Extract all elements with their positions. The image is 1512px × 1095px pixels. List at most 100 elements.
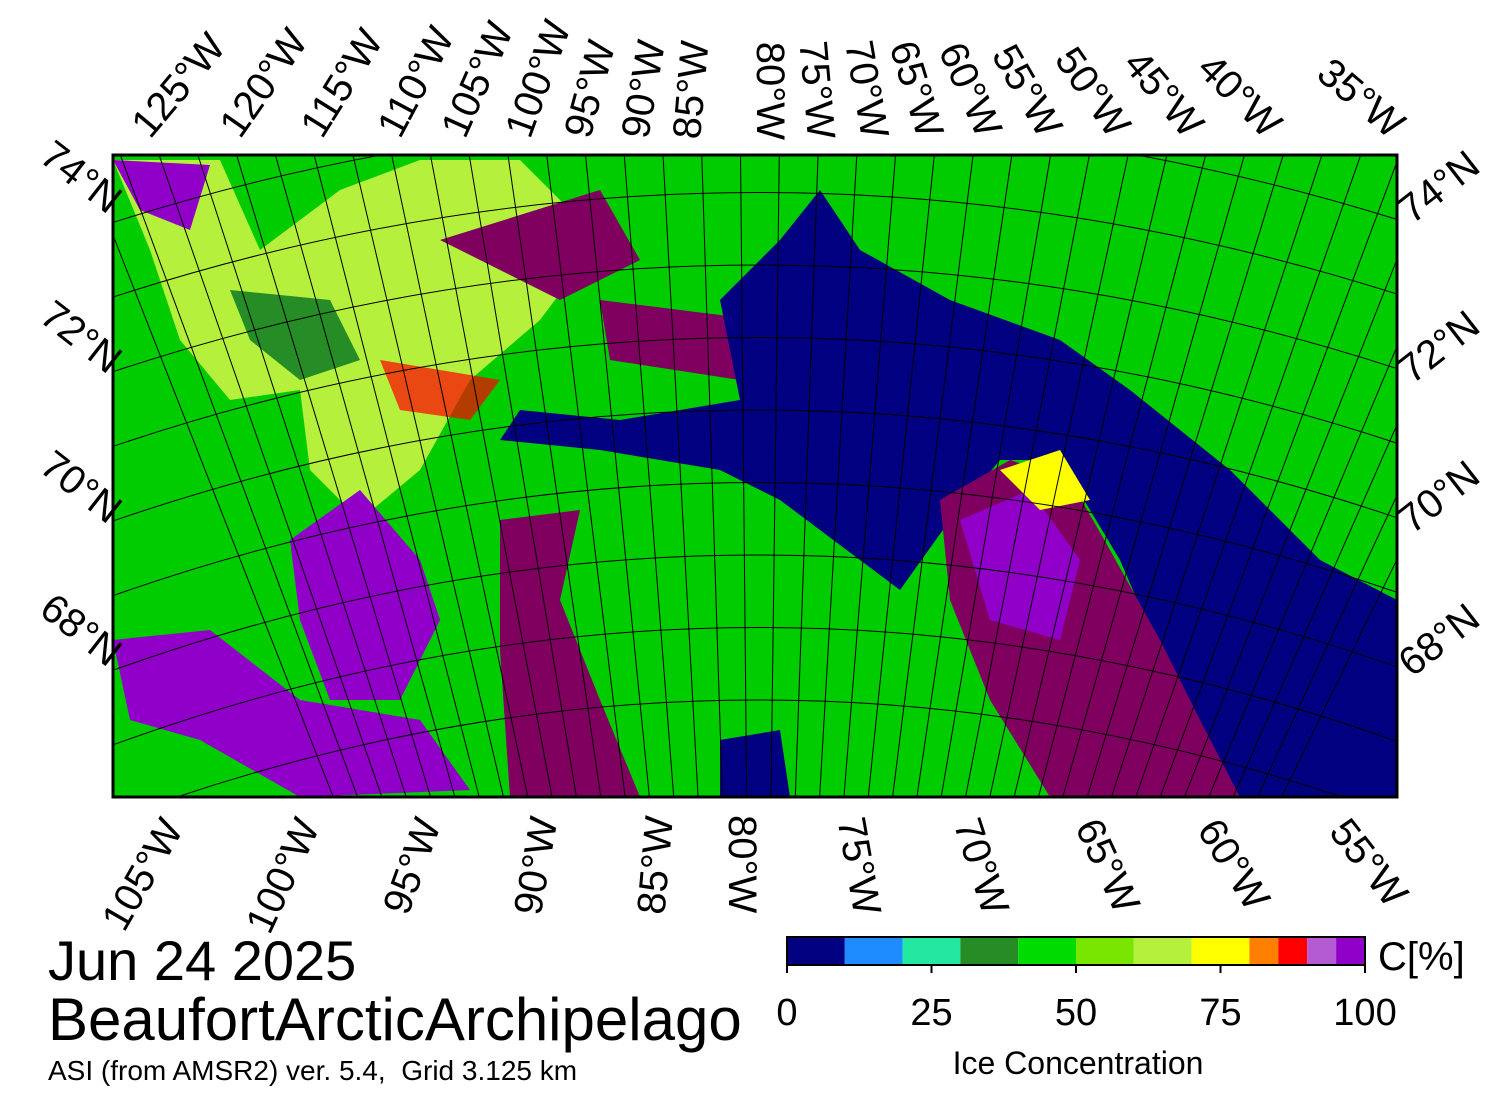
ice-region (380, 360, 500, 420)
colorbar-label: Ice Concentration (953, 1045, 1204, 1081)
meridian (1062, 155, 1245, 797)
meridian (352, 155, 505, 797)
colorbar-segment (1336, 937, 1365, 965)
meridian (429, 155, 553, 797)
bottom-longitude-label: 80°W (720, 815, 764, 913)
right-latitude-label: 72°N (1390, 302, 1488, 392)
meridian (1183, 257, 1397, 797)
parallel (113, 554, 1397, 671)
parallel (175, 699, 1344, 797)
meridian (1013, 155, 1168, 797)
meridian (1208, 345, 1397, 797)
open-water (720, 730, 790, 797)
meridian (843, 155, 897, 797)
meridian (236, 155, 432, 797)
right-latitude-label: 68°N (1390, 595, 1488, 685)
meridian (940, 155, 1052, 797)
open-water (500, 190, 1397, 797)
bottom-longitude-label: 100°W (238, 812, 329, 940)
top-longitude-label: 75°W (790, 39, 842, 141)
meridian (584, 155, 650, 797)
graticule (113, 155, 1397, 797)
colorbar-segment (1249, 937, 1279, 965)
meridian (197, 155, 407, 797)
meridian (867, 155, 935, 797)
parallel (113, 337, 1397, 447)
meridian (1232, 423, 1397, 797)
colorbar-segment (960, 937, 1019, 965)
meridian (892, 155, 974, 797)
meridian (1037, 155, 1207, 797)
bottom-longitude-label: 60°W (1189, 811, 1279, 918)
top-longitude-label: 85°W (665, 39, 717, 141)
bottom-longitude-label: 55°W (1321, 811, 1416, 916)
map-frame (111, 153, 1399, 799)
meridian (507, 155, 602, 797)
parallel (113, 264, 1397, 373)
meridian (1159, 160, 1397, 797)
meridian (1281, 558, 1397, 797)
colorbar-segment (1278, 937, 1308, 965)
region-name: BeaufortArcticArchipelago (48, 986, 742, 1053)
map-area (113, 155, 1397, 797)
ice-region (113, 160, 210, 230)
meridian (1135, 155, 1362, 797)
parallel (113, 155, 1397, 224)
colorbar: 0 25 50 75 100 (776, 936, 1397, 1034)
meridian (158, 155, 383, 797)
ice-region (500, 510, 640, 797)
meridian (965, 155, 1090, 797)
colorbar-segment (1307, 937, 1337, 965)
meridian (623, 155, 675, 797)
colorbar-segment (1191, 937, 1250, 965)
meridian (740, 155, 748, 797)
meridian (1086, 155, 1284, 797)
bottom-longitude-label: 105°W (94, 811, 192, 938)
colorbar-segment (1133, 937, 1192, 965)
right-latitude-label: 70°N (1390, 452, 1488, 542)
colorbar-tick-label: 75 (1199, 992, 1241, 1034)
right-latitude-label: 74°N (1390, 142, 1488, 232)
meridian (113, 233, 334, 797)
meridian (989, 155, 1129, 797)
bottom-longitude-label: 65°W (1066, 812, 1148, 920)
ice-region (290, 490, 440, 700)
top-longitude-label: 45°W (1115, 42, 1212, 146)
meridian (313, 155, 480, 797)
colorbar-tick-label: 25 (910, 992, 952, 1034)
meridian (546, 155, 626, 797)
ice-region (960, 490, 1080, 640)
meridian (119, 155, 359, 797)
parallel (113, 409, 1397, 522)
meridian (770, 155, 780, 797)
top-longitude-label: 35°W (1309, 50, 1413, 147)
meridian (794, 155, 819, 797)
parallel (113, 627, 1397, 746)
ice-region (113, 630, 470, 797)
top-longitude-label: 80°W (748, 42, 792, 140)
top-longitude-label: 50°W (1046, 39, 1139, 145)
meridian (468, 155, 577, 797)
colorbar-tick-label: 50 (1055, 992, 1097, 1034)
meridian (701, 155, 723, 797)
top-longitude-label: 125°W (123, 25, 234, 146)
colorbar-tick-label: 100 (1333, 992, 1396, 1034)
meridian (662, 155, 699, 797)
subtitle: ASI (from AMSR2) ver. 5.4, Grid 3.125 km (48, 1055, 577, 1086)
bottom-longitude-label: 70°W (945, 813, 1017, 920)
colorbar-tick-label: 0 (776, 992, 797, 1034)
parallel (113, 192, 1397, 298)
meridian (391, 155, 529, 797)
meridian (1110, 155, 1323, 797)
bottom-longitude-label: 90°W (506, 814, 566, 919)
meridian (1256, 494, 1397, 797)
meridian (274, 155, 456, 797)
colorbar-segment (787, 937, 845, 965)
colorbar-segment (902, 937, 961, 965)
date: Jun 24 2025 (48, 929, 356, 992)
ice-region (1000, 450, 1090, 510)
colorbar-segment (844, 937, 903, 965)
meridian (916, 155, 1013, 797)
meridian (819, 155, 858, 797)
